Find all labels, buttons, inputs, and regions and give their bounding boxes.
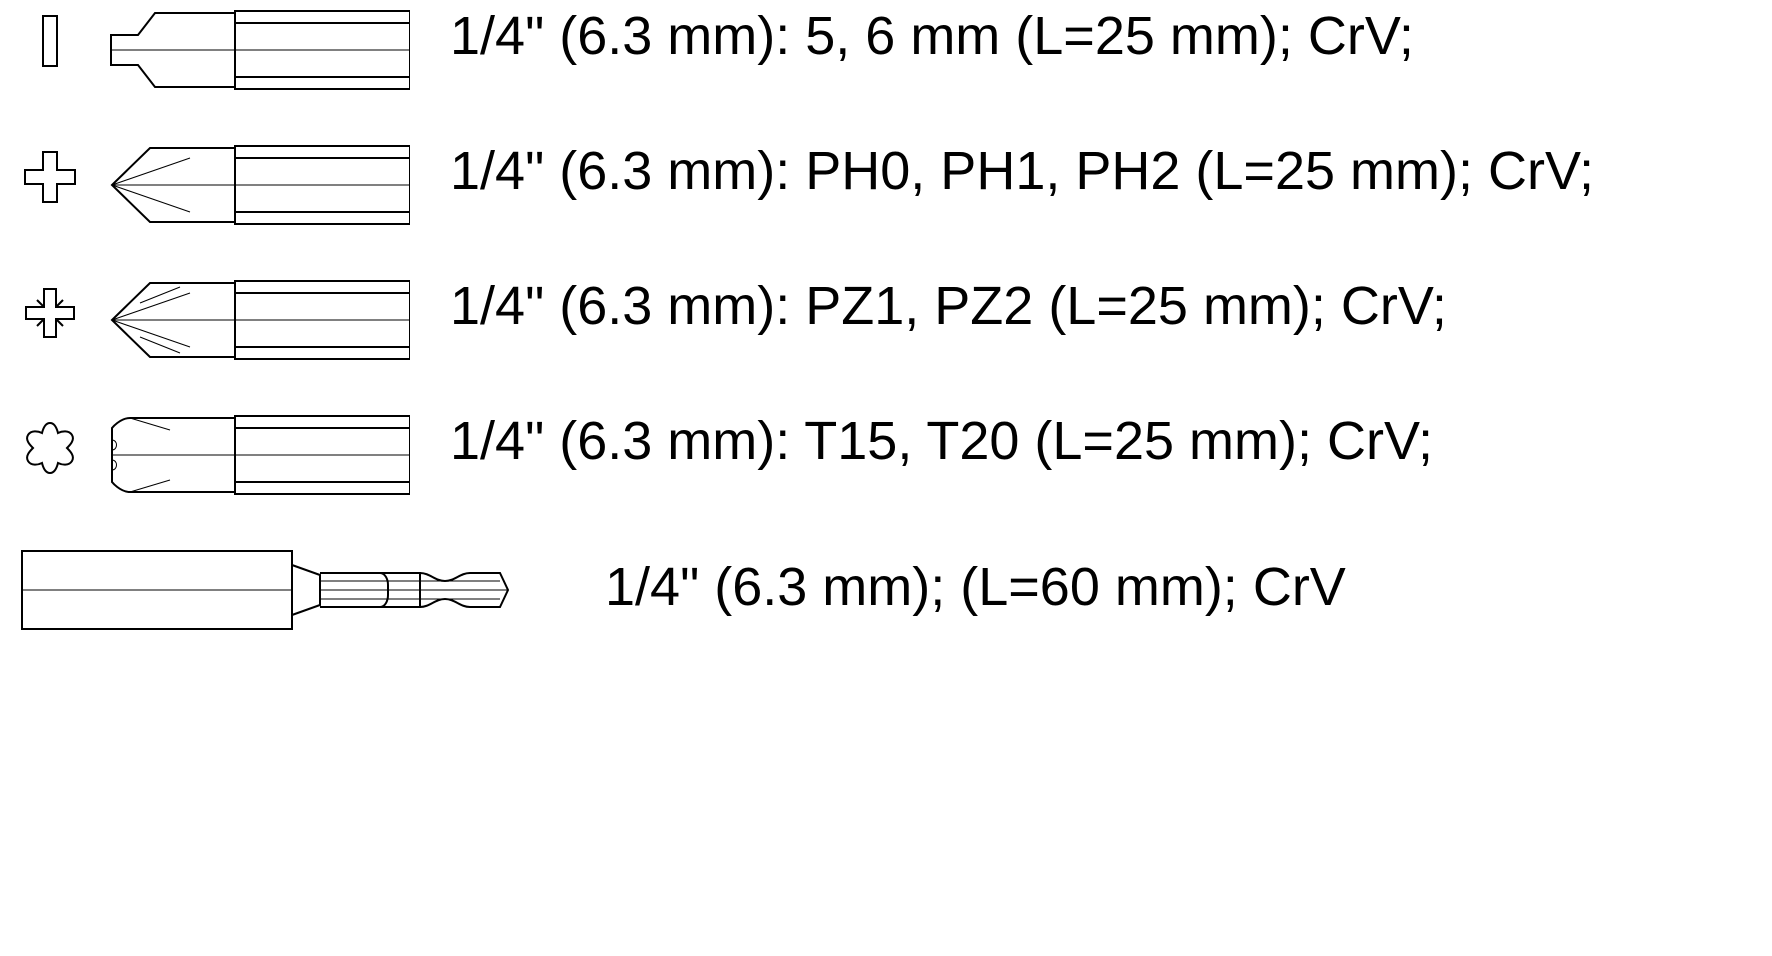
phillips-bit-drawing [110, 135, 420, 230]
torx-star-icon [20, 405, 80, 476]
pozidriv-spec-text: 1/4" (6.3 mm): PZ1, PZ2 (L=25 mm); CrV; [450, 270, 1752, 343]
bit-holder-drawing [20, 540, 520, 635]
pozidriv-cross-icon [20, 270, 80, 341]
torx-bit-drawing [110, 405, 420, 500]
row-holder: 1/4" (6.3 mm); (L=60 mm); CrV [20, 540, 1752, 635]
row-flat: 1/4" (6.3 mm): 5, 6 mm (L=25 mm); CrV; [20, 0, 1752, 95]
pozidriv-bit-drawing [110, 270, 420, 365]
holder-spec-text: 1/4" (6.3 mm); (L=60 mm); CrV [605, 551, 1752, 624]
flat-slot-icon [20, 0, 80, 67]
torx-spec-text: 1/4" (6.3 mm): T15, T20 (L=25 mm); CrV; [450, 405, 1752, 478]
phillips-spec-text: 1/4" (6.3 mm): PH0, PH1, PH2 (L=25 mm); … [450, 135, 1752, 208]
row-torx: 1/4" (6.3 mm): T15, T20 (L=25 mm); CrV; [20, 405, 1752, 500]
flat-bit-drawing [110, 0, 420, 95]
row-phillips: 1/4" (6.3 mm): PH0, PH1, PH2 (L=25 mm); … [20, 135, 1752, 230]
flat-spec-text: 1/4" (6.3 mm): 5, 6 mm (L=25 mm); CrV; [450, 0, 1752, 73]
row-pozidriv: 1/4" (6.3 mm): PZ1, PZ2 (L=25 mm); CrV; [20, 270, 1752, 365]
bit-spec-list: 1/4" (6.3 mm): 5, 6 mm (L=25 mm); CrV; [0, 0, 1772, 635]
phillips-cross-icon [20, 135, 80, 204]
